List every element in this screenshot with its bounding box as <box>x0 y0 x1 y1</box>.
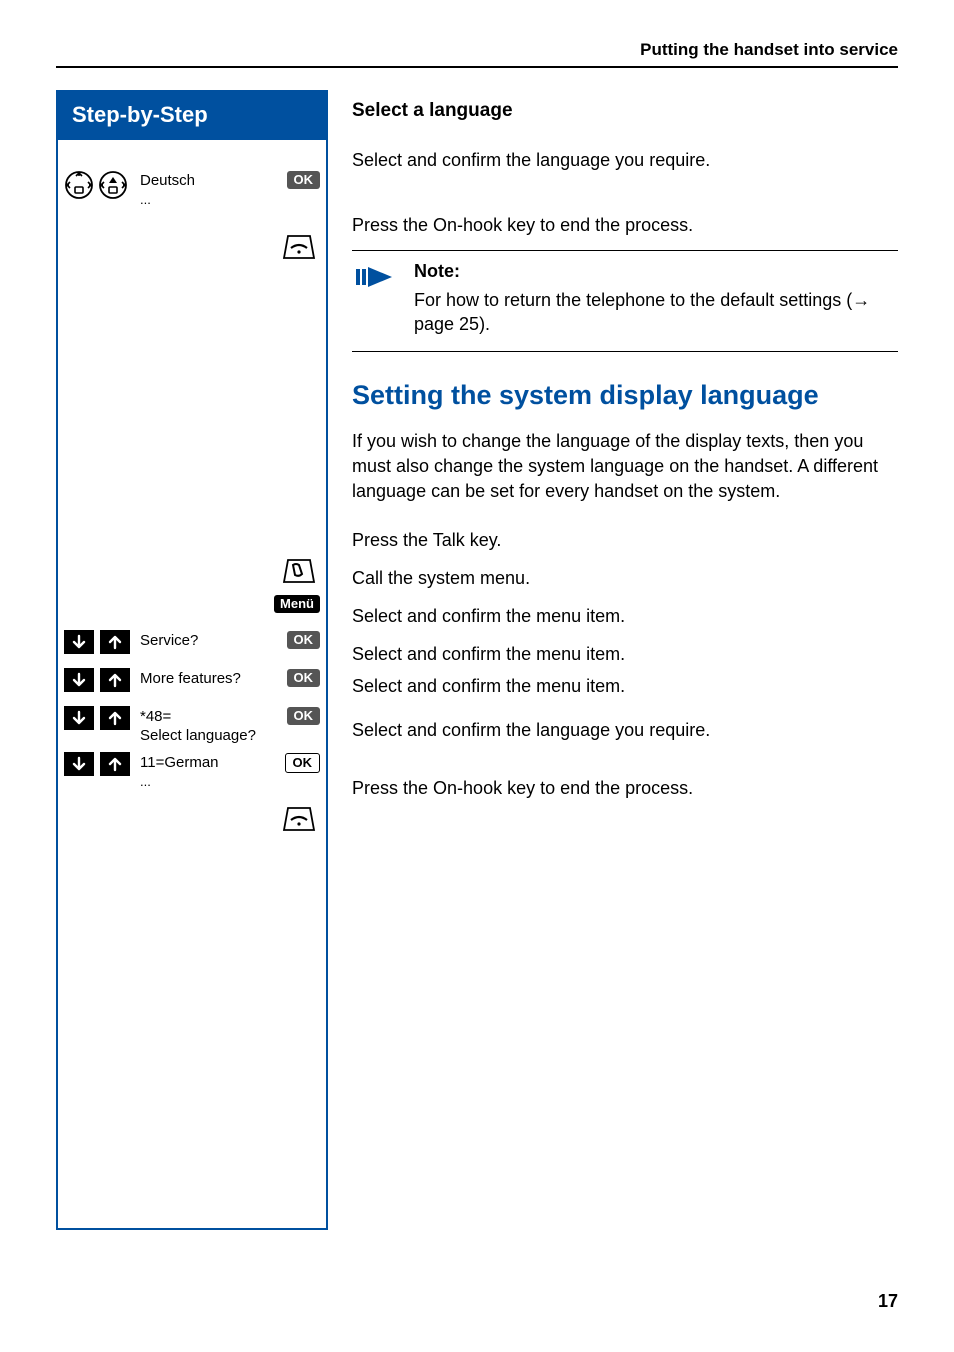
section-subheading: Select a language <box>352 100 898 122</box>
talk-key-icon <box>282 556 316 584</box>
step-row: *48= Select language? OK <box>58 706 326 746</box>
section-heading: Setting the system display language <box>352 380 898 411</box>
step-subtext: ... <box>140 192 151 207</box>
step-text: Deutsch <box>140 172 195 189</box>
nav-key-icon <box>64 170 94 200</box>
arrow-glyph: → <box>852 290 870 310</box>
right-content: Select a language Select and confirm the… <box>352 90 898 1230</box>
body-paragraph: If you wish to change the language of th… <box>352 429 898 503</box>
menu-pill: Menü <box>274 595 320 613</box>
step-row: Service? OK <box>58 630 326 654</box>
step-row: Menü <box>58 594 326 613</box>
step-text: More features? <box>140 670 241 687</box>
note-title: Note: <box>414 261 898 282</box>
instruction-text: Press the Talk key. <box>352 522 898 560</box>
step-sidebar: Step-by-Step Deutsch ... <box>56 90 328 1230</box>
up-arrow-icon <box>100 752 130 776</box>
onhook-key-icon <box>282 804 316 832</box>
step-row: 11=German ... OK <box>58 752 326 792</box>
note-text-part: page 25). <box>414 314 490 334</box>
step-text: *48= <box>140 708 171 725</box>
onhook-key-icon <box>282 232 316 260</box>
instruction-text: Call the system menu. <box>352 560 898 598</box>
step-row <box>58 556 326 584</box>
up-arrow-icon <box>100 668 130 692</box>
step-banner: Step-by-Step <box>58 92 326 140</box>
note-icon <box>354 265 394 294</box>
instruction-text: Press the On-hook key to end the process… <box>352 770 898 808</box>
ok-pill: OK <box>287 631 321 649</box>
step-text: 11=German <box>140 754 219 771</box>
down-arrow-icon <box>64 668 94 692</box>
instruction-text: Select and confirm the menu item. <box>352 674 898 718</box>
note-text: For how to return the telephone to the d… <box>414 288 898 338</box>
nav-key-icon <box>98 170 128 200</box>
step-row <box>58 804 326 832</box>
up-arrow-icon <box>100 706 130 730</box>
note-box: Note: For how to return the telephone to… <box>352 250 898 353</box>
down-arrow-icon <box>64 752 94 776</box>
step-row: More features? OK <box>58 668 326 692</box>
step-subtext: ... <box>140 774 151 789</box>
instruction-text: Select and confirm the language you requ… <box>352 718 898 762</box>
step-row: Deutsch ... OK <box>58 170 326 210</box>
down-arrow-icon <box>64 630 94 654</box>
instruction-text: Press the On-hook key to end the process… <box>352 213 898 238</box>
ok-pill: OK <box>287 707 321 725</box>
ok-pill: OK <box>287 669 321 687</box>
step-text: Service? <box>140 632 198 649</box>
instruction-text: Select and confirm the menu item. <box>352 636 898 674</box>
ok-pill: OK <box>287 171 321 189</box>
down-arrow-icon <box>64 706 94 730</box>
note-text-part: For how to return the telephone to the d… <box>414 290 852 310</box>
step-subtext: Select language? <box>140 727 256 744</box>
up-arrow-icon <box>100 630 130 654</box>
instruction-text: Select and confirm the language you requ… <box>352 148 898 173</box>
page-number: 17 <box>878 1291 898 1312</box>
page-header-title: Putting the handset into service <box>56 40 898 60</box>
header-rule <box>56 66 898 68</box>
instruction-text: Select and confirm the menu item. <box>352 598 898 636</box>
step-row <box>58 232 326 260</box>
ok-pill: OK <box>285 753 321 773</box>
